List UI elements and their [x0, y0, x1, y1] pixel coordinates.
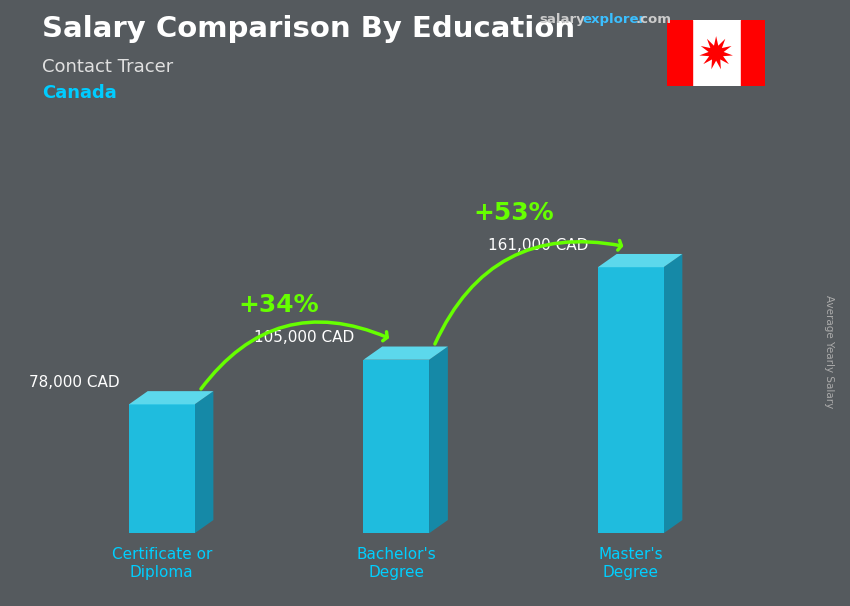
- Polygon shape: [129, 391, 213, 404]
- Text: 161,000 CAD: 161,000 CAD: [488, 238, 588, 253]
- Bar: [667, 21, 692, 85]
- Text: Contact Tracer: Contact Tracer: [42, 58, 173, 76]
- Text: Canada: Canada: [42, 84, 117, 102]
- Text: +34%: +34%: [239, 293, 320, 317]
- Polygon shape: [429, 347, 448, 533]
- Text: Average Yearly Salary: Average Yearly Salary: [824, 295, 834, 408]
- Polygon shape: [664, 254, 683, 533]
- Text: explorer: explorer: [582, 13, 645, 26]
- Text: Salary Comparison By Education: Salary Comparison By Education: [42, 15, 575, 43]
- Text: +53%: +53%: [473, 201, 554, 225]
- Polygon shape: [129, 404, 195, 533]
- Polygon shape: [598, 254, 683, 267]
- Polygon shape: [364, 347, 448, 360]
- Polygon shape: [364, 360, 429, 533]
- Polygon shape: [195, 391, 213, 533]
- Text: .com: .com: [636, 13, 672, 26]
- Bar: [740, 21, 765, 85]
- Polygon shape: [598, 267, 664, 533]
- Text: 78,000 CAD: 78,000 CAD: [29, 375, 120, 390]
- Text: 105,000 CAD: 105,000 CAD: [254, 330, 354, 345]
- Text: salary: salary: [540, 13, 586, 26]
- Polygon shape: [700, 36, 733, 69]
